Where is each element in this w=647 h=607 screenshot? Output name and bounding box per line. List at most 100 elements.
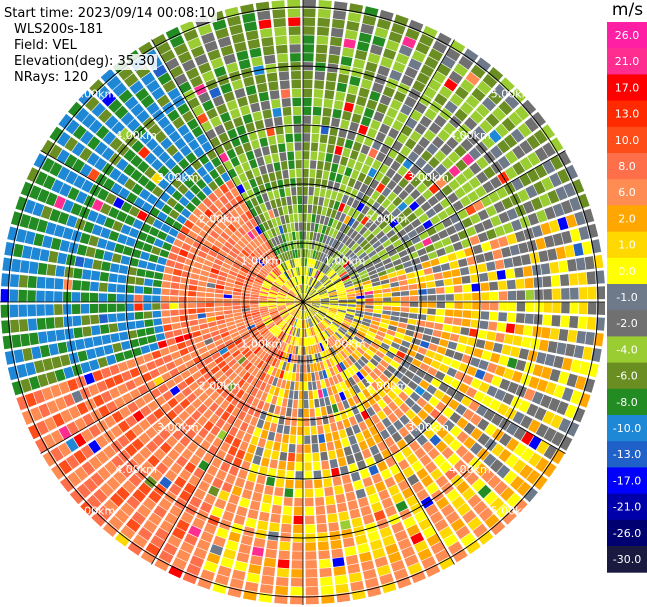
range-gate-cell — [432, 136, 445, 149]
range-gate-cell — [259, 340, 268, 348]
range-gate-cell — [250, 139, 260, 150]
range-gate-cell — [221, 364, 231, 374]
range-gate-cell — [380, 209, 390, 220]
range-gate-cell — [16, 363, 28, 378]
range-gate-cell — [96, 380, 108, 393]
range-gate-cell — [357, 543, 370, 554]
range-gate-cell — [569, 196, 582, 212]
range-gate-cell — [472, 523, 488, 538]
range-gate-cell — [257, 438, 267, 448]
range-gate-cell — [291, 278, 296, 287]
range-gate-cell — [324, 378, 331, 388]
range-gate-cell — [194, 447, 206, 459]
range-gate-cell — [372, 313, 382, 318]
range-gate-cell — [301, 337, 303, 346]
range-gate-cell — [97, 505, 113, 521]
range-gate-cell — [294, 300, 303, 302]
range-gate-cell — [286, 304, 295, 309]
range-gate-cell — [228, 372, 238, 381]
range-gate-cell — [474, 222, 485, 234]
range-gate-cell — [279, 253, 285, 263]
range-gate-cell — [94, 157, 107, 171]
range-gate-cell — [268, 272, 277, 280]
range-gate-cell — [241, 296, 250, 300]
range-gate-cell — [347, 158, 356, 169]
range-gate-cell — [172, 429, 184, 441]
range-gate-cell — [478, 359, 489, 371]
range-gate-cell — [519, 140, 533, 155]
range-gate-cell — [88, 424, 102, 438]
range-gate-cell — [156, 211, 168, 222]
range-gate-cell — [268, 305, 277, 308]
range-gate-cell — [334, 439, 343, 450]
range-gate-cell — [80, 428, 94, 443]
range-gate-cell — [279, 541, 291, 551]
range-gate-cell — [231, 246, 241, 255]
range-gate-cell — [213, 187, 224, 199]
range-gate-cell — [460, 101, 474, 115]
range-gate-cell — [329, 306, 338, 309]
range-gate-cell — [233, 288, 242, 293]
range-gate-cell — [268, 303, 277, 306]
range-gate-cell — [238, 153, 248, 164]
range-gate-cell — [165, 57, 180, 71]
range-gate-cell — [214, 395, 225, 406]
range-gate-cell — [128, 205, 141, 217]
range-gate-cell — [480, 282, 490, 291]
range-gate-cell — [343, 369, 352, 379]
range-gate-cell — [266, 163, 274, 173]
range-gate-cell — [205, 297, 214, 302]
range-gate-cell — [276, 134, 285, 144]
range-gate-cell — [257, 338, 266, 346]
range-gate-cell — [415, 42, 430, 55]
range-gate-cell — [187, 297, 197, 302]
range-gate-cell — [340, 381, 348, 391]
range-gate-cell — [224, 202, 234, 212]
range-gate-cell — [337, 164, 346, 175]
range-gate-cell — [322, 469, 331, 479]
range-gate-cell — [66, 421, 80, 436]
range-gate-cell — [25, 362, 37, 376]
range-gate-cell — [323, 317, 332, 324]
range-gate-cell — [140, 251, 150, 261]
range-gate-cell — [535, 237, 546, 250]
range-gate-cell — [399, 317, 408, 324]
range-gate-cell — [276, 299, 286, 302]
range-gate-cell — [491, 375, 503, 387]
range-gate-cell — [327, 311, 336, 316]
range-gate-cell — [317, 286, 325, 293]
range-gate-cell — [120, 502, 135, 517]
range-gate-cell — [311, 295, 319, 299]
range-gate-cell — [241, 308, 251, 312]
range-gate-cell — [234, 230, 243, 239]
colorbar-segment — [607, 74, 647, 102]
range-gate-cell — [65, 437, 79, 453]
range-gate-cell — [303, 319, 305, 329]
range-gate-cell — [265, 320, 274, 326]
range-gate-cell — [90, 472, 105, 487]
range-gate-cell — [146, 262, 157, 271]
range-gate-cell — [240, 535, 253, 546]
range-gate-cell — [495, 123, 509, 138]
range-gate-cell — [287, 353, 292, 363]
range-gate-cell — [271, 450, 280, 460]
range-gate-cell — [170, 462, 183, 475]
range-gate-cell — [287, 371, 292, 381]
colorbar-segment — [607, 519, 647, 547]
range-gate-cell — [218, 374, 228, 384]
range-gate-cell — [446, 136, 459, 150]
range-gate-cell — [428, 183, 440, 195]
range-gate-cell — [294, 327, 298, 337]
range-gate-cell — [188, 474, 201, 487]
range-gate-cell — [285, 187, 291, 197]
range-gate-cell — [278, 415, 285, 425]
range-gate-cell — [56, 131, 71, 147]
range-gate-cell — [140, 345, 151, 355]
range-gate-cell — [224, 313, 234, 319]
colorbar-unit: m/s — [611, 0, 644, 20]
range-gate-cell — [259, 584, 274, 594]
range-gate-cell — [355, 432, 365, 443]
range-gate-cell — [278, 143, 286, 153]
range-gate-cell — [280, 215, 286, 225]
range-gate-cell — [42, 433, 56, 449]
